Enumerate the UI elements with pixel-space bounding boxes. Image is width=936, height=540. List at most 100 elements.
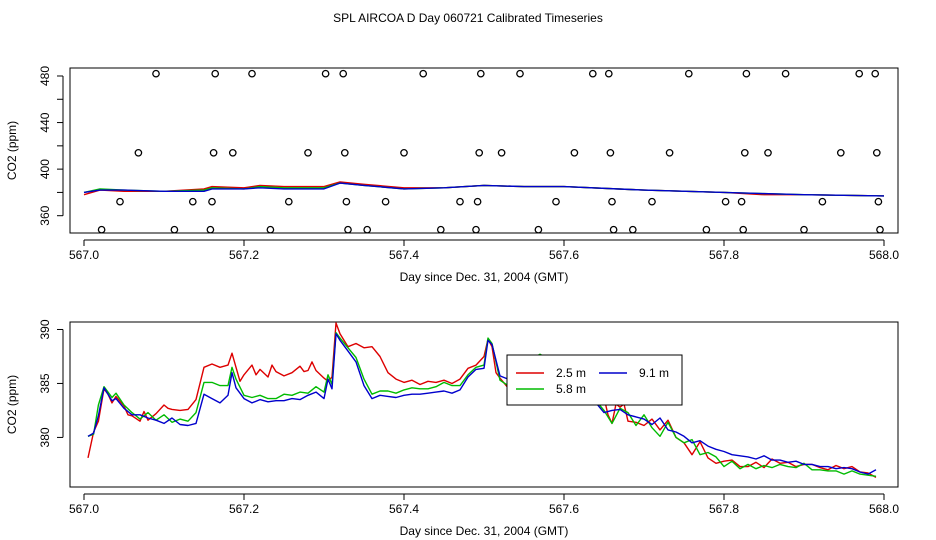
top-series-line-9-1-m <box>83 182 885 197</box>
top-circle-marker <box>266 225 275 234</box>
top-circle-marker <box>436 225 445 234</box>
top-circle-marker <box>874 197 883 206</box>
top-circle-marker <box>609 225 618 234</box>
bottom-plot-frame <box>69 321 899 488</box>
top-circle-marker <box>284 197 293 206</box>
bottom-series-lines <box>87 322 877 479</box>
top-circle-marker <box>742 69 751 78</box>
bottom-x-axis: 567.0 567.2 567.4 567.6 567.8 568.0 <box>69 493 899 516</box>
top-y-tick-label: 400 <box>38 159 52 179</box>
top-circle-marker <box>456 197 464 206</box>
top-circle-marker <box>363 225 372 234</box>
top-circle-marker <box>473 197 482 206</box>
top-circle-marker <box>321 69 330 78</box>
top-circle-marker <box>206 225 215 234</box>
top-circle-marker <box>344 225 352 234</box>
top-circle-marker <box>170 225 179 234</box>
bot-y-tick-label: 390 <box>38 319 52 339</box>
bot-y-tick-label: 380 <box>38 427 52 447</box>
top-x-axis: 567.0 567.2 567.4 567.6 567.8 568.0 <box>69 239 899 262</box>
top-x-tick-label: 567.8 <box>709 248 739 262</box>
top-circle-marker <box>818 197 827 206</box>
top-circle-marker <box>248 69 256 78</box>
top-x-tick-label: 567.0 <box>69 248 99 262</box>
top-circle-marker <box>208 197 216 206</box>
bot-x-tick-label: 567.4 <box>389 502 419 516</box>
top-circle-marker <box>764 148 772 157</box>
top-x-tick-label: 567.6 <box>549 248 579 262</box>
top-circle-marker <box>684 69 693 78</box>
top-circle-marker <box>872 148 881 157</box>
top-circle-marker <box>228 148 237 157</box>
top-y-axis-label: CO2 (ppm) <box>5 121 19 180</box>
legend-label: 5.8 m <box>556 382 586 396</box>
top-x-tick-label: 567.2 <box>229 248 259 262</box>
bot-y-tick-label: 385 <box>38 373 52 393</box>
legend-label: 2.5 m <box>556 366 586 380</box>
top-circle-marker <box>721 197 730 206</box>
top-circle-marker <box>648 197 656 206</box>
top-circle-marker <box>339 69 348 78</box>
bot-series-line-5-8-m <box>87 332 877 477</box>
top-y-tick-label: 480 <box>38 66 52 86</box>
top-circle-markers <box>97 69 884 234</box>
top-circle-marker <box>836 148 845 157</box>
top-circle-marker <box>134 148 143 157</box>
legend: 2.5 m 5.8 m 9.1 m <box>506 354 683 406</box>
top-circle-marker <box>534 225 543 234</box>
top-circle-marker <box>304 148 312 157</box>
top-circle-marker <box>97 225 106 234</box>
top-x-tick-label: 567.4 <box>389 248 419 262</box>
top-series-lines <box>83 181 885 197</box>
top-circle-marker <box>740 148 749 157</box>
top-circle-marker <box>855 69 864 78</box>
top-x-tick-label: 568.0 <box>869 248 899 262</box>
top-circle-marker <box>476 69 485 78</box>
top-circle-marker <box>876 225 884 234</box>
top-circle-marker <box>211 69 220 78</box>
top-circle-marker <box>665 148 674 157</box>
bot-x-tick-label: 567.0 <box>69 502 99 516</box>
top-circle-marker <box>781 69 790 78</box>
bot-x-tick-label: 567.8 <box>709 502 739 516</box>
top-circle-marker <box>588 69 597 78</box>
top-circle-marker <box>871 69 880 78</box>
bottom-y-axis: 380 385 390 <box>38 319 64 447</box>
top-circle-marker <box>381 197 390 206</box>
bot-x-tick-label: 568.0 <box>869 502 899 516</box>
top-circle-marker <box>472 225 480 234</box>
bot-x-tick-label: 567.6 <box>549 502 579 516</box>
top-y-tick-label: 360 <box>38 205 52 225</box>
top-circle-marker <box>608 197 616 206</box>
bot-x-tick-label: 567.2 <box>229 502 259 516</box>
top-circle-marker <box>340 148 349 157</box>
top-x-axis-label: Day since Dec. 31, 2004 (GMT) <box>400 270 569 284</box>
top-y-tick-label: 440 <box>38 112 52 132</box>
top-circle-marker <box>552 197 560 206</box>
top-circle-marker <box>188 197 197 206</box>
bottom-x-axis-label: Day since Dec. 31, 2004 (GMT) <box>400 524 569 538</box>
top-circle-marker <box>739 225 748 234</box>
top-circle-marker <box>209 148 218 157</box>
top-circle-marker <box>570 148 579 157</box>
bot-series-line-9-1-m <box>87 333 877 475</box>
bottom-panel: 567.0 567.2 567.4 567.6 567.8 568.0 380 385 390… <box>5 319 899 538</box>
top-circle-marker <box>606 148 615 157</box>
legend-label: 9.1 m <box>639 366 669 380</box>
top-circle-marker <box>497 148 506 157</box>
top-circle-marker <box>342 197 351 206</box>
legend-box <box>506 354 683 406</box>
top-plot-frame <box>69 67 899 234</box>
top-circle-marker <box>800 225 808 234</box>
bottom-y-axis-label: CO2 (ppm) <box>5 375 19 434</box>
top-circle-marker <box>702 225 711 234</box>
top-circle-marker <box>400 148 408 157</box>
top-circle-marker <box>628 225 637 234</box>
figure-title: SPL AIRCOA D Day 060721 Calibrated Times… <box>333 11 603 25</box>
top-circle-marker <box>419 69 428 78</box>
top-circle-marker <box>737 197 746 206</box>
top-circle-marker <box>152 69 160 78</box>
top-circle-marker <box>116 197 124 206</box>
